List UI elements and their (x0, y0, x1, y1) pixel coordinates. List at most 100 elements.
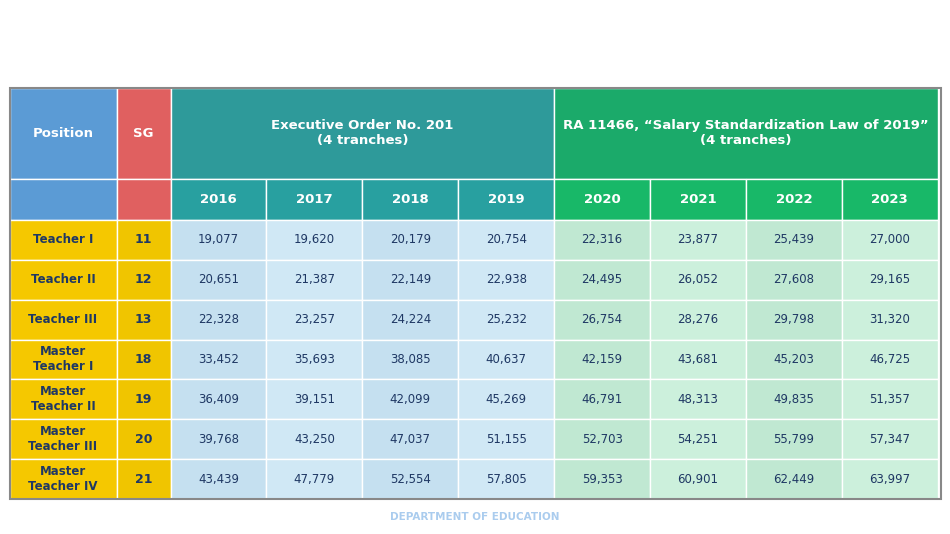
Bar (458, 340, 554, 380)
Bar (117, 178, 171, 219)
Text: 20,179: 20,179 (390, 233, 431, 246)
Bar (746, 260, 842, 300)
Text: 28,276: 28,276 (677, 313, 718, 326)
Bar (458, 380, 554, 419)
Text: 19,620: 19,620 (294, 233, 335, 246)
Text: 59,353: 59,353 (581, 473, 622, 486)
Text: 23,877: 23,877 (677, 233, 718, 246)
Text: 22,149: 22,149 (390, 273, 431, 286)
Bar (458, 219, 554, 260)
Text: 62,449: 62,449 (773, 473, 814, 486)
Text: 45,269: 45,269 (485, 393, 526, 406)
Text: 39,151: 39,151 (294, 393, 335, 406)
Text: 24,224: 24,224 (390, 313, 431, 326)
Bar (842, 178, 938, 219)
Bar (171, 340, 266, 380)
Text: SG: SG (133, 127, 154, 140)
Bar (746, 300, 842, 340)
Text: DEPARTMENT OF EDUCATION: DEPARTMENT OF EDUCATION (390, 512, 560, 522)
Bar (554, 419, 650, 459)
Bar (746, 419, 842, 459)
Bar (842, 300, 938, 340)
Bar (10, 88, 117, 178)
Text: 27,000: 27,000 (869, 233, 910, 246)
Bar (746, 380, 842, 419)
Bar (362, 178, 458, 219)
Text: 21,387: 21,387 (294, 273, 335, 286)
Bar (117, 219, 171, 260)
Bar (650, 260, 746, 300)
Bar (362, 260, 458, 300)
Bar (554, 380, 650, 419)
Bar (746, 340, 842, 380)
Bar (650, 219, 746, 260)
Text: 21: 21 (135, 473, 152, 486)
Text: 22,328: 22,328 (198, 313, 239, 326)
Text: Teacher II: Teacher II (30, 273, 95, 286)
Bar (362, 419, 458, 459)
Bar (10, 219, 117, 260)
Text: 2023: 2023 (871, 193, 908, 206)
Text: 43,250: 43,250 (294, 433, 334, 446)
Bar (266, 300, 362, 340)
Bar (458, 300, 554, 340)
Text: Executive Order No. 201
(4 tranches): Executive Order No. 201 (4 tranches) (271, 119, 453, 147)
Text: 2018: 2018 (392, 193, 428, 206)
Bar (746, 178, 842, 219)
Bar (650, 380, 746, 419)
Bar (842, 459, 938, 499)
Bar (171, 459, 266, 499)
Bar (842, 380, 938, 419)
Text: 60,901: 60,901 (677, 473, 718, 486)
Text: 20,651: 20,651 (198, 273, 239, 286)
Text: 2020: 2020 (583, 193, 620, 206)
Bar (117, 300, 171, 340)
Text: 19,077: 19,077 (198, 233, 239, 246)
Bar (171, 178, 266, 219)
Text: 26,754: 26,754 (581, 313, 622, 326)
Text: 25,439: 25,439 (773, 233, 814, 246)
Bar (650, 300, 746, 340)
Bar (266, 380, 362, 419)
Bar (746, 219, 842, 260)
Text: 19: 19 (135, 393, 152, 406)
Text: 43,681: 43,681 (677, 353, 718, 366)
Bar (650, 419, 746, 459)
Text: 40,637: 40,637 (485, 353, 526, 366)
Bar (117, 340, 171, 380)
Bar (10, 419, 117, 459)
Bar (171, 419, 266, 459)
Bar (842, 340, 938, 380)
Bar (10, 300, 117, 340)
Text: Teacher III: Teacher III (28, 313, 98, 326)
Text: 31,320: 31,320 (869, 313, 910, 326)
Bar (746, 459, 842, 499)
Bar (171, 380, 266, 419)
Text: 38,085: 38,085 (390, 353, 430, 366)
Text: Master
Teacher IV: Master Teacher IV (28, 465, 98, 493)
Text: 47,779: 47,779 (294, 473, 335, 486)
Bar (554, 260, 650, 300)
Text: Teacher I: Teacher I (33, 233, 93, 246)
Text: Master
Teacher I: Master Teacher I (33, 345, 93, 373)
Text: 51,357: 51,357 (869, 393, 910, 406)
Text: 12: 12 (135, 273, 152, 286)
Text: 18: 18 (135, 353, 152, 366)
Bar (362, 380, 458, 419)
Text: 2021: 2021 (679, 193, 716, 206)
Text: 57,347: 57,347 (869, 433, 910, 446)
Text: 11: 11 (135, 233, 152, 246)
Text: RA 11466, “Salary Standardization Law of 2019”
(4 tranches): RA 11466, “Salary Standardization Law of… (563, 119, 929, 147)
Text: 26,052: 26,052 (677, 273, 718, 286)
Bar (266, 419, 362, 459)
Bar (117, 380, 171, 419)
Text: 49,835: 49,835 (773, 393, 814, 406)
Text: 27,608: 27,608 (773, 273, 814, 286)
Bar (266, 459, 362, 499)
Bar (117, 88, 171, 178)
Text: 25,232: 25,232 (485, 313, 526, 326)
Bar (10, 380, 117, 419)
Text: 2022: 2022 (775, 193, 812, 206)
Bar (650, 459, 746, 499)
Bar (650, 340, 746, 380)
